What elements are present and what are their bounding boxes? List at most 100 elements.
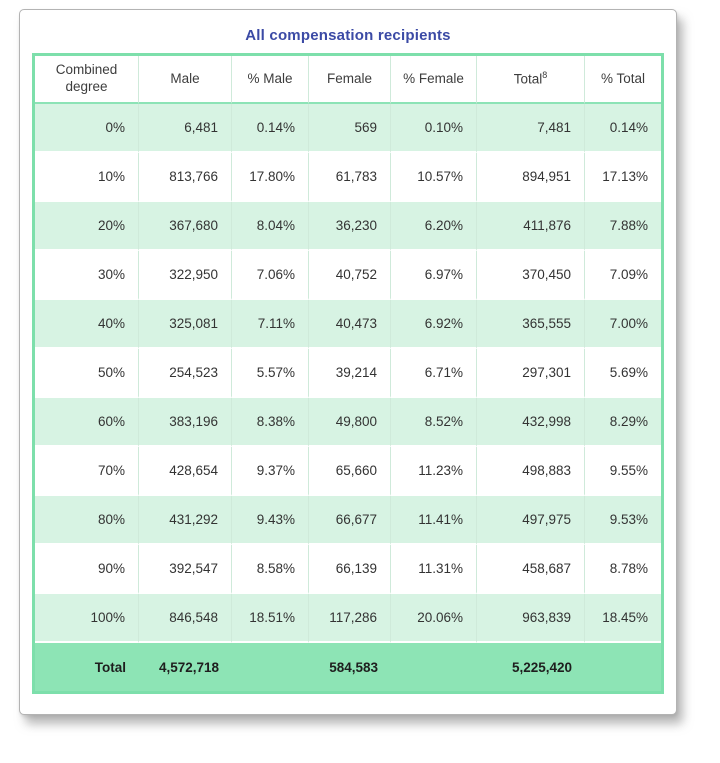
value-cell: 392,547	[139, 545, 232, 594]
value-cell: 9.37%	[232, 447, 309, 496]
compensation-table: Combined degree Male% Male Female% Female T…	[32, 53, 664, 694]
degree-cell: 80%	[35, 496, 139, 545]
degree-cell: 10%	[35, 153, 139, 202]
value-cell: 322,950	[139, 251, 232, 300]
table-row: 80% 431,292 9.43% 66,677 11.41% 497,975 9.53%	[35, 496, 661, 545]
degree-cell: 50%	[35, 349, 139, 398]
degree-cell: 90%	[35, 545, 139, 594]
value-cell: 8.04%	[232, 202, 309, 251]
value-cell: 17.80%	[232, 153, 309, 202]
value-cell: 432,998	[477, 398, 585, 447]
header-row: Combined degree Male% Male Female% Female T…	[35, 56, 661, 104]
table-row: 60% 383,196 8.38% 49,800 8.52% 432,998 8.29%	[35, 398, 661, 447]
total-value-cell: 5,225,420	[477, 643, 585, 691]
table-row: 70% 428,654 9.37% 65,660 11.23% 498,883 9.55%	[35, 447, 661, 496]
table-row: 0% 6,481 0.14% 569 0.10% 7,481 0.14%	[35, 104, 661, 153]
value-cell: 66,139	[309, 545, 391, 594]
column-header: Total8	[477, 56, 585, 104]
value-cell: 20.06%	[391, 594, 477, 643]
table-row: 40% 325,081 7.11% 40,473 6.92% 365,555 7.00%	[35, 300, 661, 349]
value-cell: 428,654	[139, 447, 232, 496]
value-cell: 5.69%	[585, 349, 661, 398]
value-cell: 569	[309, 104, 391, 153]
value-cell: 7.06%	[232, 251, 309, 300]
value-cell: 8.29%	[585, 398, 661, 447]
value-cell: 0.10%	[391, 104, 477, 153]
table-row: 10% 813,766 17.80% 61,783 10.57% 894,951 17.13…	[35, 153, 661, 202]
value-cell: 383,196	[139, 398, 232, 447]
table-body: 0% 6,481 0.14% 569 0.10% 7,481 0.14% 10% 813,766…	[35, 104, 661, 643]
column-header: Male	[139, 56, 232, 104]
value-cell: 11.23%	[391, 447, 477, 496]
value-cell: 6.20%	[391, 202, 477, 251]
value-cell: 411,876	[477, 202, 585, 251]
value-cell: 254,523	[139, 349, 232, 398]
value-cell: 8.38%	[232, 398, 309, 447]
value-cell: 894,951	[477, 153, 585, 202]
value-cell: 9.43%	[232, 496, 309, 545]
value-cell: 963,839	[477, 594, 585, 643]
total-value-cell: 4,572,718	[139, 643, 232, 691]
value-cell: 9.53%	[585, 496, 661, 545]
value-cell: 325,081	[139, 300, 232, 349]
total-value-cell: 584,583	[309, 643, 391, 691]
footnote-marker: 8	[542, 69, 548, 80]
value-cell: 11.41%	[391, 496, 477, 545]
value-cell: 8.52%	[391, 398, 477, 447]
degree-cell: 60%	[35, 398, 139, 447]
total-value-cell	[232, 643, 309, 691]
value-cell: 498,883	[477, 447, 585, 496]
value-cell: 9.55%	[585, 447, 661, 496]
total-row: Total 4,572,718 584,583 5,225,420	[35, 643, 661, 691]
value-cell: 8.58%	[232, 545, 309, 594]
value-cell: 6.92%	[391, 300, 477, 349]
value-cell: 66,677	[309, 496, 391, 545]
column-header: % Male	[232, 56, 309, 104]
value-cell: 40,752	[309, 251, 391, 300]
value-cell: 40,473	[309, 300, 391, 349]
table-row: 20% 367,680 8.04% 36,230 6.20% 411,876 7.88%	[35, 202, 661, 251]
document-snapshot-frame: All compensation recipients Combined deg…	[19, 9, 677, 715]
value-cell: 49,800	[309, 398, 391, 447]
table-title: All compensation recipients	[245, 27, 451, 44]
column-header: Combined degree	[35, 56, 139, 104]
value-cell: 11.31%	[391, 545, 477, 594]
table-row: 90% 392,547 8.58% 66,139 11.31% 458,687 8.78%	[35, 545, 661, 594]
value-cell: 17.13%	[585, 153, 661, 202]
total-label: Total	[35, 643, 139, 691]
value-cell: 367,680	[139, 202, 232, 251]
column-header: % Total	[585, 56, 661, 104]
value-cell: 7,481	[477, 104, 585, 153]
value-cell: 431,292	[139, 496, 232, 545]
value-cell: 846,548	[139, 594, 232, 643]
value-cell: 7.09%	[585, 251, 661, 300]
degree-cell: 70%	[35, 447, 139, 496]
total-value-cell	[585, 643, 661, 691]
value-cell: 6.97%	[391, 251, 477, 300]
table-row: 50% 254,523 5.57% 39,214 6.71% 297,301 5.69%	[35, 349, 661, 398]
value-cell: 39,214	[309, 349, 391, 398]
value-cell: 6.71%	[391, 349, 477, 398]
value-cell: 7.11%	[232, 300, 309, 349]
total-value-cell	[391, 643, 477, 691]
value-cell: 36,230	[309, 202, 391, 251]
degree-cell: 20%	[35, 202, 139, 251]
value-cell: 497,975	[477, 496, 585, 545]
value-cell: 5.57%	[232, 349, 309, 398]
value-cell: 8.78%	[585, 545, 661, 594]
value-cell: 18.51%	[232, 594, 309, 643]
value-cell: 0.14%	[232, 104, 309, 153]
value-cell: 61,783	[309, 153, 391, 202]
value-cell: 7.88%	[585, 202, 661, 251]
degree-cell: 30%	[35, 251, 139, 300]
value-cell: 65,660	[309, 447, 391, 496]
value-cell: 458,687	[477, 545, 585, 594]
value-cell: 10.57%	[391, 153, 477, 202]
table-row: 30% 322,950 7.06% 40,752 6.97% 370,450 7.09%	[35, 251, 661, 300]
table-row: 100% 846,548 18.51% 117,286 20.06% 963,839 18.…	[35, 594, 661, 643]
value-cell: 813,766	[139, 153, 232, 202]
column-header: Female	[309, 56, 391, 104]
degree-cell: 100%	[35, 594, 139, 643]
value-cell: 0.14%	[585, 104, 661, 153]
value-cell: 370,450	[477, 251, 585, 300]
